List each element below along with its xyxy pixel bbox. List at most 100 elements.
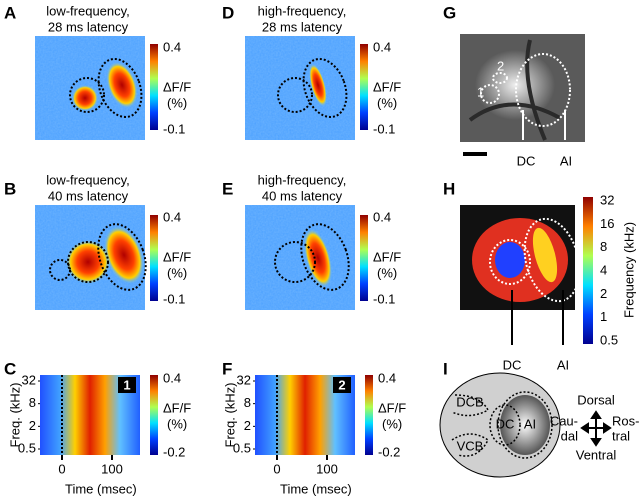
colorbar-tick: 2 bbox=[600, 286, 607, 301]
colorbar-tick: -0.1 bbox=[373, 121, 395, 136]
panel-title: low-frequency, bbox=[46, 3, 130, 18]
y-tick-label: 0.5 bbox=[18, 440, 36, 455]
direction-label: tral bbox=[612, 428, 630, 443]
region-label: DC bbox=[496, 416, 515, 431]
region-label: AI bbox=[524, 416, 536, 431]
colorbar-tick: -0.1 bbox=[163, 291, 185, 306]
colorbar bbox=[360, 215, 368, 301]
colorbar bbox=[150, 215, 158, 301]
y-tick-label: 32 bbox=[22, 372, 36, 387]
x-tick-label: 100 bbox=[316, 461, 338, 476]
colorbar-tick: -0.1 bbox=[163, 121, 185, 136]
colorbar-label: (%) bbox=[377, 95, 397, 110]
panel-title: low-frequency, bbox=[46, 172, 130, 187]
colorbar-label: (%) bbox=[382, 416, 402, 431]
colorbar bbox=[150, 375, 158, 455]
badge-label: 1 bbox=[123, 377, 130, 392]
colorbar-label: ΔF/F bbox=[373, 79, 401, 94]
colorbar-tick: 0.4 bbox=[163, 370, 181, 385]
imaging-map bbox=[245, 205, 355, 310]
brain-photo bbox=[460, 34, 585, 156]
colorbar-tick: 4 bbox=[600, 262, 607, 277]
colorbar-tick: 1 bbox=[600, 309, 607, 324]
colorbar-tick: 0.4 bbox=[373, 39, 391, 54]
badge bbox=[118, 377, 136, 393]
panel-title: 28 ms latency bbox=[262, 19, 343, 34]
frequency-map bbox=[460, 205, 581, 345]
x-tick-label: 0 bbox=[273, 461, 280, 476]
colorbar-tick: -0.1 bbox=[373, 291, 395, 306]
colorbar-label: (%) bbox=[377, 265, 397, 280]
panel-title: 40 ms latency bbox=[48, 188, 129, 203]
y-tick-label: 8 bbox=[244, 395, 251, 410]
badge bbox=[333, 377, 351, 393]
colorbar-label: ΔF/F bbox=[163, 79, 191, 94]
colorbar-tick: 0.4 bbox=[163, 209, 181, 224]
colorbar-tick: -0.2 bbox=[163, 444, 185, 459]
colorbar-label: ΔF/F bbox=[378, 400, 406, 415]
badge-label: 2 bbox=[338, 377, 345, 392]
panel-letter: A bbox=[4, 3, 16, 22]
panel-letter: G bbox=[443, 3, 456, 22]
x-tick-label: 0 bbox=[58, 461, 65, 476]
direction-label: Ventral bbox=[576, 447, 617, 462]
panel-letter: E bbox=[222, 179, 233, 198]
panel-title: 28 ms latency bbox=[48, 19, 129, 34]
colorbar-tick: 0.4 bbox=[373, 209, 391, 224]
colorbar-tick: 32 bbox=[600, 192, 614, 207]
panel-letter: C bbox=[4, 359, 16, 378]
y-tick-label: 0.5 bbox=[233, 440, 251, 455]
y-tick-label: 8 bbox=[29, 395, 36, 410]
panel-letter: F bbox=[222, 359, 232, 378]
colorbar-tick: 8 bbox=[600, 239, 607, 254]
panel-letter: I bbox=[443, 359, 448, 378]
imaging-map bbox=[35, 205, 147, 310]
y-tick-label: 32 bbox=[237, 372, 251, 387]
imaging-map bbox=[245, 36, 355, 140]
colorbar-label: ΔF/F bbox=[163, 400, 191, 415]
colorbar-tick: 16 bbox=[600, 216, 614, 231]
colorbar-label: Frequency (kHz) bbox=[621, 222, 636, 318]
region-label: DCB bbox=[456, 394, 483, 409]
x-tick-label: 100 bbox=[101, 461, 123, 476]
region-label: VCB bbox=[457, 438, 484, 453]
axis-label: Freq. (kHz) bbox=[222, 383, 237, 448]
colorbar-label: ΔF/F bbox=[163, 249, 191, 264]
region-label: 2 bbox=[497, 58, 504, 73]
direction-label: Cau- bbox=[550, 413, 578, 428]
panel-letter: D bbox=[222, 3, 234, 22]
region-label: DC bbox=[503, 357, 522, 372]
colorbar bbox=[365, 375, 373, 455]
colorbar-label: (%) bbox=[167, 416, 187, 431]
panel-letter: B bbox=[4, 179, 16, 198]
region-label: 1 bbox=[477, 84, 484, 99]
colorbar-tick: 0.4 bbox=[378, 370, 396, 385]
region-label: DC bbox=[517, 153, 536, 168]
panel-letter: H bbox=[443, 179, 455, 198]
panel-title: high-frequency, bbox=[258, 3, 347, 18]
y-tick-label: 2 bbox=[29, 418, 36, 433]
panel-title: high-frequency, bbox=[258, 172, 347, 187]
axis-label: Freq. (kHz) bbox=[7, 383, 22, 448]
region-label: AI bbox=[560, 153, 572, 168]
direction-label: Ros- bbox=[612, 413, 639, 428]
colorbar-tick: -0.2 bbox=[378, 444, 400, 459]
direction-label: dal bbox=[561, 428, 578, 443]
colorbar bbox=[360, 44, 368, 130]
colorbar-tick: 0.4 bbox=[163, 39, 181, 54]
colorbar-label: (%) bbox=[167, 265, 187, 280]
colorbar-label: (%) bbox=[167, 95, 187, 110]
region-label: AI bbox=[557, 357, 569, 372]
imaging-map bbox=[35, 36, 145, 140]
colorbar bbox=[150, 44, 158, 130]
axis-label: Time (msec) bbox=[65, 481, 137, 496]
colorbar-tick: 0.5 bbox=[600, 332, 618, 347]
schematic bbox=[439, 372, 612, 478]
axis-label: Time (msec) bbox=[280, 481, 352, 496]
y-tick-label: 2 bbox=[244, 418, 251, 433]
panel-title: 40 ms latency bbox=[262, 188, 343, 203]
colorbar bbox=[583, 197, 593, 344]
direction-label: Dorsal bbox=[577, 392, 615, 407]
colorbar-label: ΔF/F bbox=[373, 249, 401, 264]
